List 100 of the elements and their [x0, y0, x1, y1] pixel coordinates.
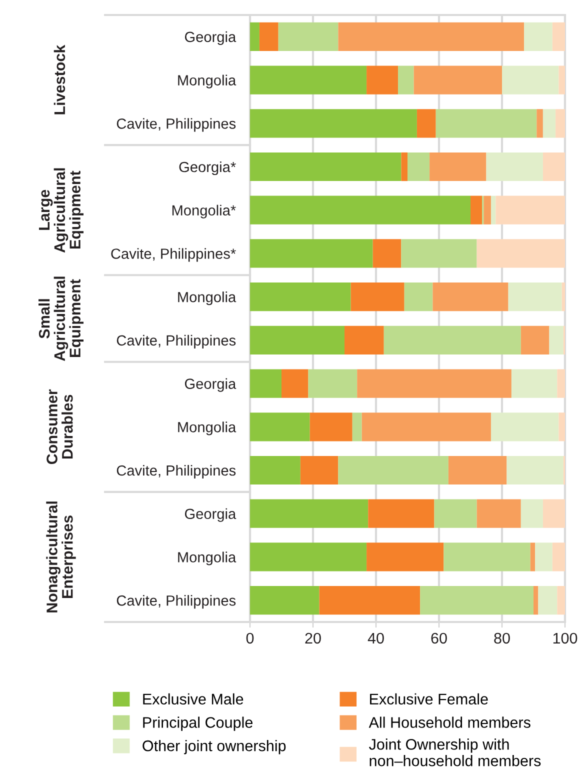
- bar: [552, 22, 565, 51]
- bar: [506, 456, 564, 485]
- bar: [470, 196, 482, 224]
- bar: [524, 22, 552, 51]
- bar: [436, 109, 537, 138]
- bar: [384, 326, 521, 354]
- bar: [430, 152, 486, 182]
- legend-label: Principal Couple: [143, 716, 252, 731]
- text: Large Agricultural Equipment: [38, 168, 84, 253]
- bar: [538, 586, 558, 615]
- bar: [344, 326, 384, 354]
- bar: [508, 282, 562, 312]
- bar: [250, 196, 470, 224]
- bar: [372, 239, 402, 268]
- y-tick-label: Georgia: [184, 31, 236, 45]
- bar: [350, 282, 404, 312]
- bar: [250, 499, 368, 528]
- bar: [557, 369, 565, 398]
- legend-label: Joint Ownership with non–household members: [369, 738, 541, 766]
- bar: [542, 109, 556, 138]
- x-tick-label: 100: [553, 632, 578, 644]
- bar: [556, 109, 565, 138]
- bar: [300, 456, 338, 485]
- bar: [542, 152, 565, 182]
- bar: [484, 196, 491, 224]
- x-tick-label: 80: [494, 632, 510, 644]
- bar: [310, 412, 352, 442]
- x-tick-label: 20: [305, 632, 321, 644]
- bar: [448, 456, 507, 485]
- y-tick-label: Cavite, Philippines: [116, 595, 236, 609]
- bar: [398, 66, 414, 94]
- bar: [308, 369, 358, 398]
- bar: [490, 412, 559, 442]
- y-tick-label: Mongolia: [178, 292, 236, 306]
- legend-label: Other joint ownership: [142, 740, 286, 754]
- bar: [558, 412, 565, 442]
- text: Small Agricultural Equipment: [38, 276, 84, 361]
- bar: [338, 456, 448, 485]
- bar: [496, 196, 565, 224]
- bar: [414, 66, 502, 94]
- text: Livestock: [54, 44, 66, 114]
- bar: [535, 542, 552, 572]
- bar: [476, 239, 565, 268]
- bar: [250, 369, 282, 398]
- bar: [366, 66, 398, 94]
- text: Nonagricultural Enterprises: [46, 502, 76, 612]
- y-tick-label: Cavite, Philippines: [116, 464, 236, 479]
- x-tick-label: 60: [431, 632, 447, 644]
- bar: [444, 542, 530, 572]
- bar: [250, 586, 320, 615]
- bar: [520, 326, 550, 354]
- bar: [352, 412, 362, 442]
- bar: [250, 152, 402, 182]
- legend-label: Exclusive Female: [370, 693, 488, 705]
- y-tick-label: Georgia: [184, 378, 236, 392]
- bar: [542, 499, 565, 528]
- bar: [536, 109, 543, 138]
- bar: [319, 586, 420, 615]
- bar: [558, 66, 565, 94]
- y-tick-label: Georgia*: [179, 161, 236, 176]
- y-tick-label: Mongolia: [178, 552, 236, 566]
- legend-label: All Household members: [368, 716, 530, 728]
- y-tick-label: Georgia: [184, 508, 236, 522]
- legend-label: Exclusive Male: [143, 693, 244, 705]
- y-tick-label: Mongolia: [178, 74, 236, 88]
- bar: [416, 109, 436, 138]
- bar: [250, 22, 260, 51]
- bar: [562, 282, 565, 312]
- bar: [511, 369, 558, 398]
- bar: [530, 542, 536, 572]
- bar: [259, 22, 278, 51]
- bar: [557, 586, 565, 615]
- y-tick-label: Cavite, Philippines*: [111, 248, 236, 262]
- y-tick-label: Mongolia: [178, 422, 236, 436]
- bar: [552, 542, 565, 572]
- bar: [250, 456, 300, 485]
- bar: [250, 239, 373, 268]
- bar: [250, 109, 417, 138]
- bar: [520, 499, 543, 528]
- bar: [420, 586, 534, 615]
- bar: [401, 152, 408, 182]
- bar: [366, 542, 444, 572]
- bar: [338, 22, 524, 51]
- bar: [408, 152, 430, 182]
- x-tick-label: 0: [246, 632, 254, 644]
- bar: [357, 369, 512, 398]
- y-tick-label: Cavite, Philippines: [116, 334, 236, 348]
- bar: [368, 499, 434, 528]
- bar: [404, 282, 433, 312]
- text: Consumer Durables: [46, 389, 73, 464]
- bar: [250, 542, 367, 572]
- y-tick-label: Mongolia*: [172, 204, 236, 218]
- y-tick-label: Cavite, Philippines: [116, 118, 236, 132]
- bar: [502, 66, 559, 94]
- bar: [250, 282, 351, 312]
- bar: [250, 412, 310, 442]
- bar: [549, 326, 564, 354]
- bar: [490, 196, 496, 224]
- bar: [278, 22, 338, 51]
- bar: [282, 369, 308, 398]
